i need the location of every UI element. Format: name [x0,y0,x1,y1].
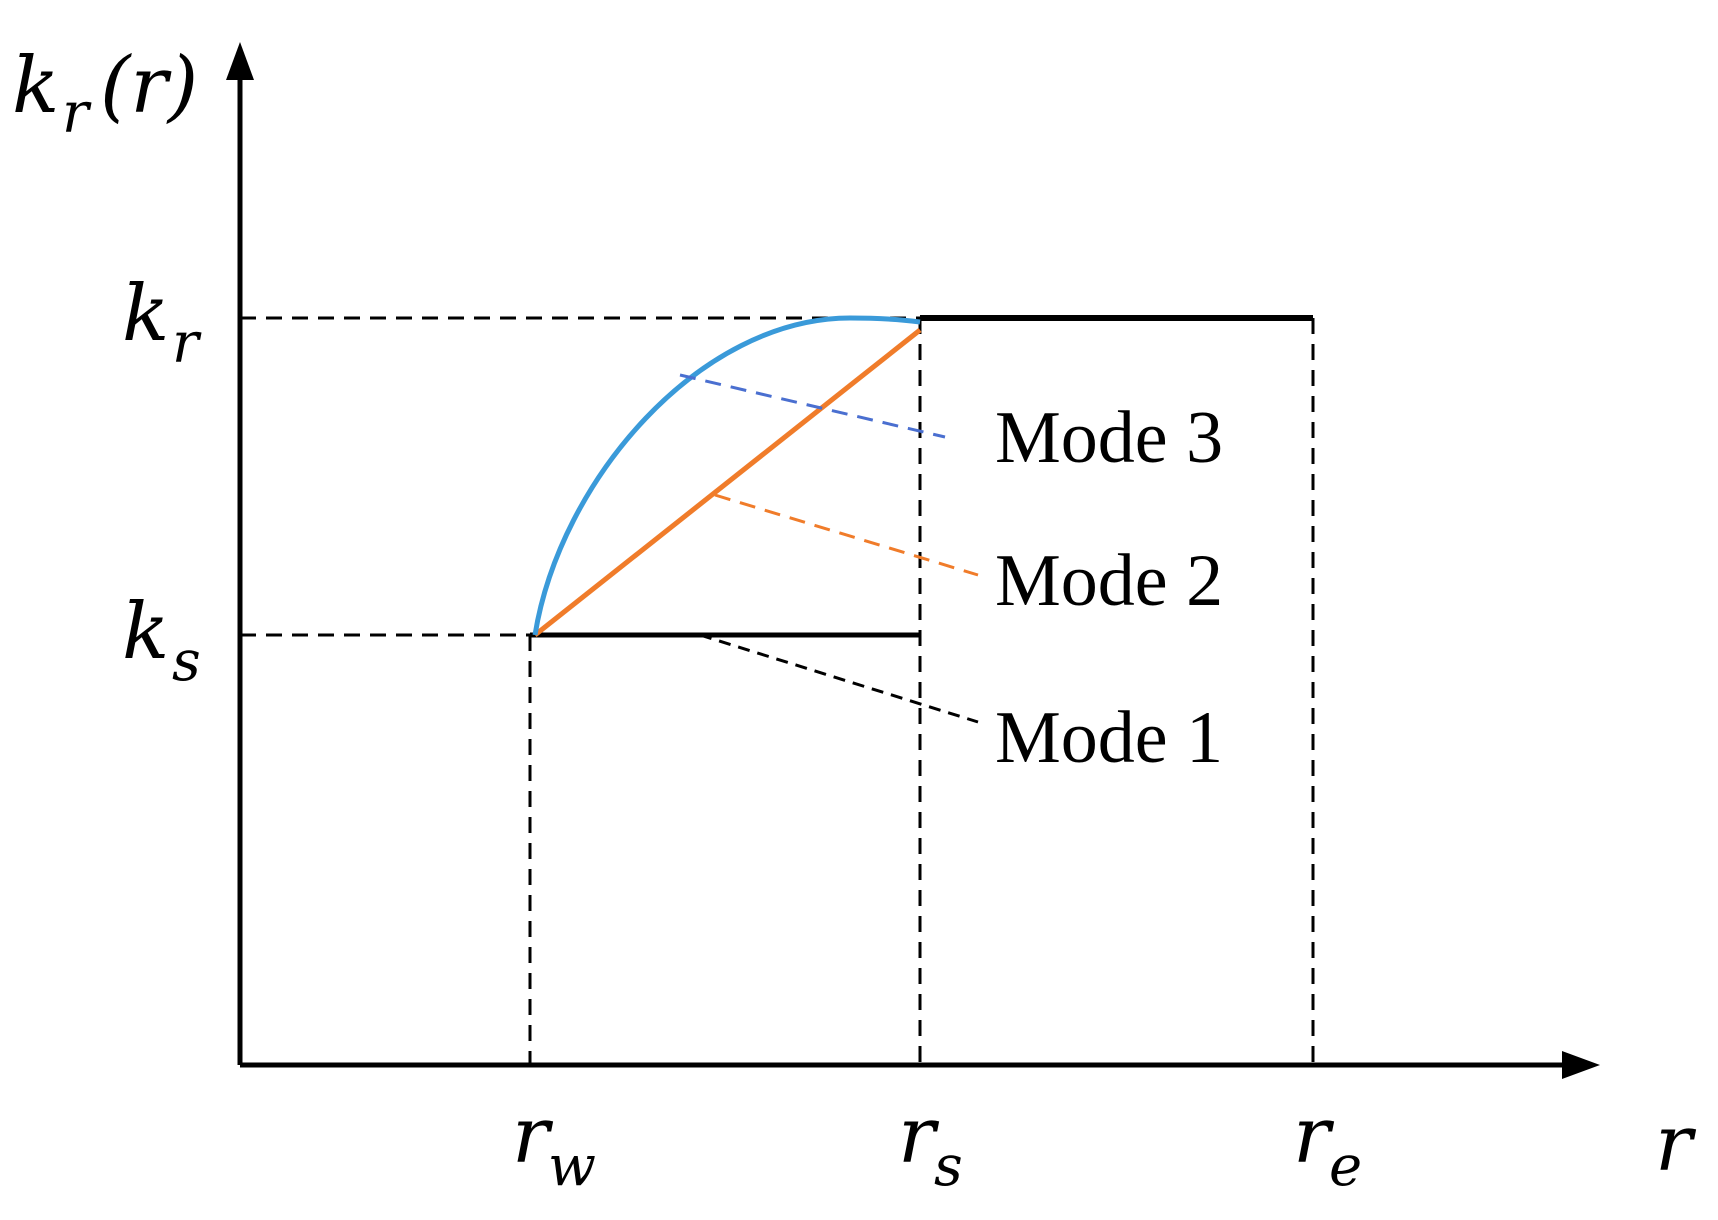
svg-text:w: w [548,1134,596,1199]
svg-text:r: r [1293,1091,1335,1181]
mode-3-leader-line [679,373,946,439]
mode-1-label: Mode 1 [995,697,1223,779]
svg-text:s: s [172,629,201,694]
r-w-tick-label: r w [512,1091,596,1199]
mode-2-leader-line [714,493,979,577]
k-s-tick-label: k s [122,587,201,694]
svg-text:r: r [62,81,92,146]
svg-text:s: s [934,1134,963,1199]
svg-text:k: k [122,587,169,677]
k-r-tick-label: k r [122,269,202,376]
x-axis-arrow-icon [1562,1051,1600,1079]
mode-2-label: Mode 2 [995,540,1223,622]
mode-3-curve [532,315,921,636]
svg-text:r: r [512,1091,554,1181]
r-e-tick-label: r e [1293,1091,1362,1199]
svg-text:(r): (r) [100,41,198,131]
mode-3-label: Mode 3 [995,397,1223,479]
svg-text:r: r [898,1091,940,1181]
y-axis-label: k r (r) [12,41,198,146]
svg-text:k: k [12,41,59,131]
reference-lines [240,316,1315,1065]
mode-1-leader-line [699,633,979,724]
x-axis-label: r [1655,1099,1697,1189]
svg-text:e: e [1329,1134,1362,1199]
y-axis-arrow-icon [226,42,254,80]
svg-text:k: k [122,269,169,359]
mode-2-curve [533,328,922,637]
r-s-tick-label: r s [898,1091,963,1199]
svg-text:r: r [172,311,202,376]
